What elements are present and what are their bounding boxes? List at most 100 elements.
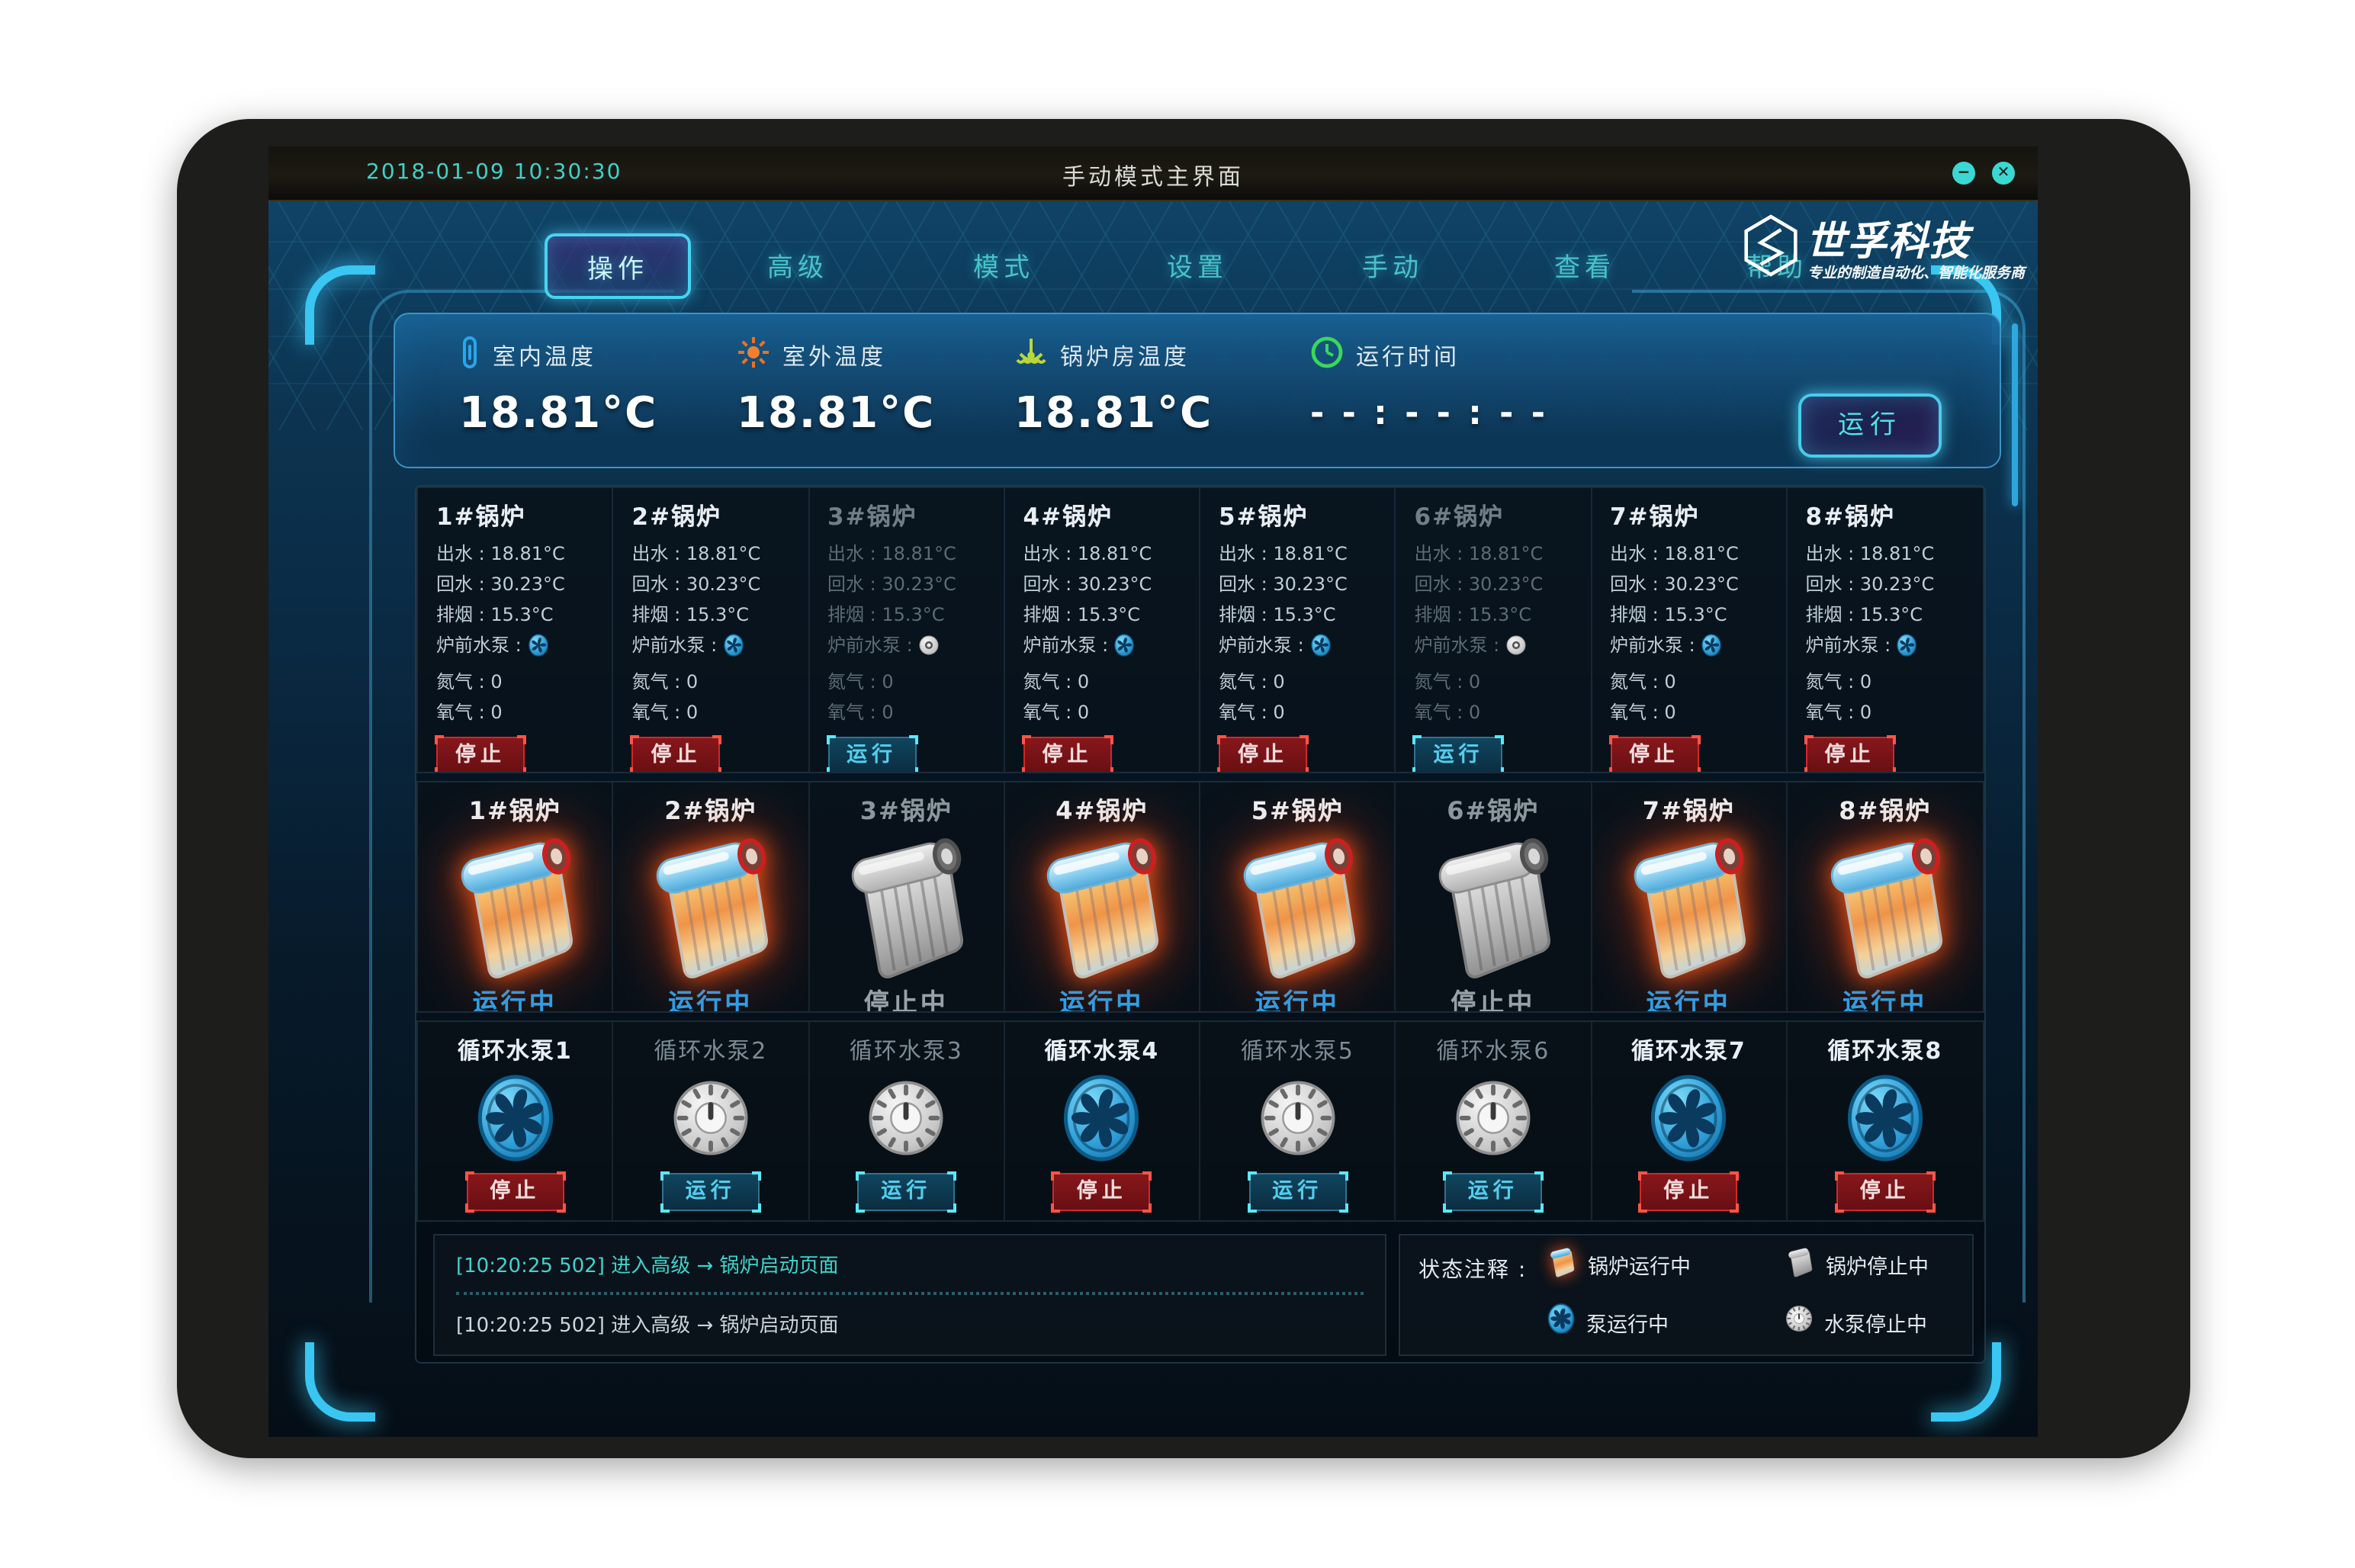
boiler-status-title: 6#锅炉 [1447,796,1540,825]
boiler-card-rows: 出水 : 18.81°C 回水 : 30.23°C 排烟 : 15.3°C 炉前水泵 … [1806,538,1967,728]
tab-mode[interactable]: 模式 [973,253,1034,284]
boiler-card-row: 排烟 : 15.3°C [436,604,554,625]
pump-toggle-button[interactable]: 运行 [1442,1171,1544,1213]
boiler-status-title: 5#锅炉 [1251,796,1344,825]
boiler-card-row: 氮气 : 0 [1610,671,1676,692]
tab-settings[interactable]: 设置 [1167,253,1228,284]
pump-cell: 循环水泵1 停止 [418,1022,614,1220]
boiler-toggle-button[interactable]: 停止 [1608,735,1700,772]
pump-stopped-icon [1256,1081,1338,1170]
tab-advanced[interactable]: 高级 [767,253,828,284]
close-button[interactable]: ✕ [1992,162,2015,185]
boiler-card-row: 氧气 : 0 [1414,702,1481,723]
pump-stopped-icon [1785,1303,1814,1341]
boiler-card-rows: 出水 : 18.81°C 回水 : 30.23°C 排烟 : 15.3°C 炉前水泵 … [827,538,987,728]
pump-toggle-button[interactable]: 运行 [1247,1171,1348,1213]
pump-running-icon [1844,1075,1926,1170]
boiler-running-icon [1243,838,1355,978]
boiler-toggle-button[interactable]: 停止 [630,735,722,772]
pump-title: 循环水泵2 [654,1037,768,1065]
boiler-toggle-button[interactable]: 停止 [1217,735,1309,772]
brand-logo: 世孚科技 专业的制造自动化、智能化服务商 [1742,210,2032,296]
tab-operation[interactable]: 操作 [545,233,691,299]
boiler-card-row: 排烟 : 15.3°C [1219,604,1336,625]
boiler-status-cell: 1#锅炉 运行中 [418,782,614,1011]
pump-title: 循环水泵5 [1240,1037,1354,1065]
event-log-panel: [10:20:25 502] 进入高级 → 锅炉启动页面 [10:20:25 5… [433,1234,1386,1356]
boiler-status-text: 运行中 [472,988,557,1011]
tab-view[interactable]: 查看 [1554,253,1615,284]
minimize-button[interactable]: − [1952,162,1975,185]
pump-stopped-icon [1505,633,1527,667]
boiler-card-grid: 1#锅炉 出水 : 18.81°C 回水 : 30.23°C 排烟 : 15.3°C… [416,487,1984,773]
boiler-image [614,830,808,982]
boiler-card-row: 出水 : 18.81°C [1414,543,1544,564]
boiler-card: 8#锅炉 出水 : 18.81°C 回水 : 30.23°C 排烟 : 15.3°C… [1788,488,1984,772]
boiler-card-pump-row: 炉前水泵 : [632,630,792,667]
pump-stopped-icon [670,1081,752,1170]
boiler-toggle-button[interactable]: 运行 [826,735,917,772]
boiler-running-icon [1830,838,1942,978]
boiler-card-row: 排烟 : 15.3°C [1805,604,1923,625]
pump-cell: 循环水泵3 运行 [809,1022,1005,1220]
pump-toggle-button[interactable]: 停止 [1638,1171,1740,1213]
boiler-card-row: 回水 : 30.23°C [1610,574,1739,595]
boiler-card-row: 回水 : 30.23°C [436,574,565,595]
boiler-card-pump-row: 炉前水泵 : [1806,630,1967,667]
screen: 2018-01-09 10:30:30 手动模式主界面 − ✕ [268,146,2038,1437]
tab-manual[interactable]: 手动 [1362,253,1423,284]
brand-name: 世孚科技 [1806,220,1971,265]
boiler-toggle-button[interactable]: 停止 [1804,735,1896,772]
pump-toggle-button[interactable]: 运行 [856,1171,957,1213]
clock-icon [1310,336,1344,375]
tablet-bezel: 2018-01-09 10:30:30 手动模式主界面 − ✕ [177,119,2190,1458]
pump-toggle-button[interactable]: 停止 [464,1171,566,1213]
main-panel: 1#锅炉 出水 : 18.81°C 回水 : 30.23°C 排烟 : 15.3°C… [415,485,1986,1364]
right-accent-line [2012,323,2018,506]
boiler-card-rows: 出水 : 18.81°C 回水 : 30.23°C 排烟 : 15.3°C 炉前水泵 … [632,538,792,728]
boiler-card-row: 排烟 : 15.3°C [827,604,945,625]
boiler-card-row: 回水 : 30.23°C [827,574,956,595]
pump-icon [1005,1072,1199,1170]
pump-cell: 循环水泵5 运行 [1200,1022,1396,1220]
boiler-running-icon [656,838,768,978]
metric-label: 室内温度 [493,342,597,370]
boiler-toggle-button[interactable]: 停止 [1021,735,1113,772]
boiler-card-row: 氧气 : 0 [1805,702,1872,723]
pump-toggle-button[interactable]: 停止 [1051,1171,1152,1213]
metric-value: - - : - - : - - [1310,395,1548,433]
boiler-card-rows: 出水 : 18.81°C 回水 : 30.23°C 排烟 : 15.3°C 炉前水泵 … [1415,538,1574,728]
boiler-card-row: 氮气 : 0 [1023,671,1090,692]
boiler-status-cell: 8#锅炉 运行中 [1788,782,1984,1011]
boiler-card-title: 7#锅炉 [1610,503,1700,531]
metric-run-time: 运行时间 - - : - - : - - [1310,336,1548,433]
pump-toggle-button[interactable]: 运行 [660,1171,761,1213]
boiler-stopped-icon [1438,838,1550,978]
boiler-card-row: 排烟 : 15.3°C [1610,604,1727,625]
boiler-status-title: 4#锅炉 [1055,796,1149,825]
pump-toggle-button[interactable]: 停止 [1834,1171,1936,1213]
boiler-card: 4#锅炉 出水 : 18.81°C 回水 : 30.23°C 排烟 : 15.3°C… [1005,488,1200,772]
thermometer-icon [459,336,480,375]
boiler-image [1200,830,1394,982]
pump-title: 循环水泵6 [1436,1037,1550,1065]
brand-logo-icon [1742,214,1800,284]
boiler-status-cell: 4#锅炉 运行中 [1005,782,1200,1011]
boiler-card-row: 出水 : 18.81°C [1023,543,1152,564]
boiler-card-row: 出水 : 18.81°C [1610,543,1739,564]
boiler-status-title: 3#锅炉 [859,796,953,825]
boiler-toggle-button[interactable]: 运行 [1412,735,1505,772]
pump-icon [1592,1072,1785,1170]
boiler-card-rows: 出水 : 18.81°C 回水 : 30.23°C 排烟 : 15.3°C 炉前水泵 … [436,538,596,728]
boiler-card-row: 氧气 : 0 [631,702,699,723]
global-run-button[interactable]: 运行 [1798,394,1942,458]
pump-icon [1788,1072,1984,1170]
boiler-card-title: 5#锅炉 [1219,503,1309,531]
boiler-status-text: 停止中 [863,988,949,1011]
boiler-running-icon [1547,1245,1577,1284]
metric-label: 锅炉房温度 [1060,342,1190,370]
boiler-toggle-button[interactable]: 停止 [435,735,526,772]
boiler-card: 1#锅炉 出水 : 18.81°C 回水 : 30.23°C 排烟 : 15.3°C… [418,488,614,772]
boiler-image [1592,830,1785,982]
